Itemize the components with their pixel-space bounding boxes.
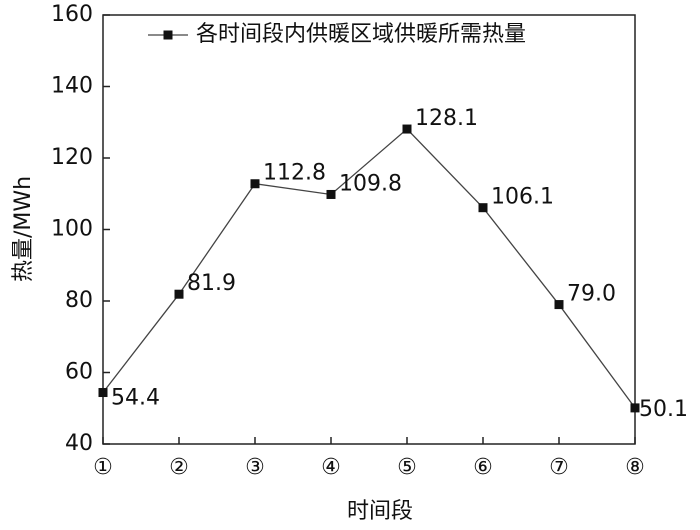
x-tick-label: ⑤ xyxy=(397,455,417,480)
data-point xyxy=(326,189,336,199)
data-line xyxy=(102,128,636,409)
legend-marker xyxy=(163,30,173,40)
x-tick-label: ④ xyxy=(321,455,341,480)
data-point xyxy=(554,300,564,310)
y-tick-label: 100 xyxy=(51,217,93,242)
data-label: 109.8 xyxy=(339,171,402,196)
data-point xyxy=(250,179,260,189)
x-tick-label: ③ xyxy=(245,455,265,480)
data-label: 128.1 xyxy=(415,106,478,131)
data-point xyxy=(630,403,640,413)
y-axis-label: 热量/MWh xyxy=(11,176,36,282)
x-axis-label: 时间段 xyxy=(347,499,413,524)
x-tick-label: ⑥ xyxy=(473,455,493,480)
data-label: 112.8 xyxy=(263,161,326,186)
data-label: 106.1 xyxy=(491,185,554,210)
x-tick-label: ⑦ xyxy=(549,455,569,480)
y-tick-label: 140 xyxy=(51,74,93,99)
data-label: 54.4 xyxy=(111,386,160,411)
y-tick-label: 60 xyxy=(65,360,93,385)
x-tick-label: ② xyxy=(169,455,189,480)
data-point xyxy=(402,124,412,134)
y-tick-label: 80 xyxy=(65,288,93,313)
y-tick-label: 120 xyxy=(51,145,93,170)
legend-label: 各时间段内供暖区域供暖所需热量 xyxy=(196,22,526,47)
data-point xyxy=(478,203,488,213)
data-label: 79.0 xyxy=(567,282,616,307)
data-point xyxy=(174,289,184,299)
data-point xyxy=(98,388,108,398)
y-tick-label: 40 xyxy=(65,431,93,456)
plot-frame xyxy=(102,14,636,445)
y-tick-label: 160 xyxy=(51,2,93,27)
data-label: 50.1 xyxy=(639,397,688,422)
data-label: 81.9 xyxy=(187,271,236,296)
x-tick-label: ① xyxy=(93,455,113,480)
x-tick-label: ⑧ xyxy=(625,455,645,480)
